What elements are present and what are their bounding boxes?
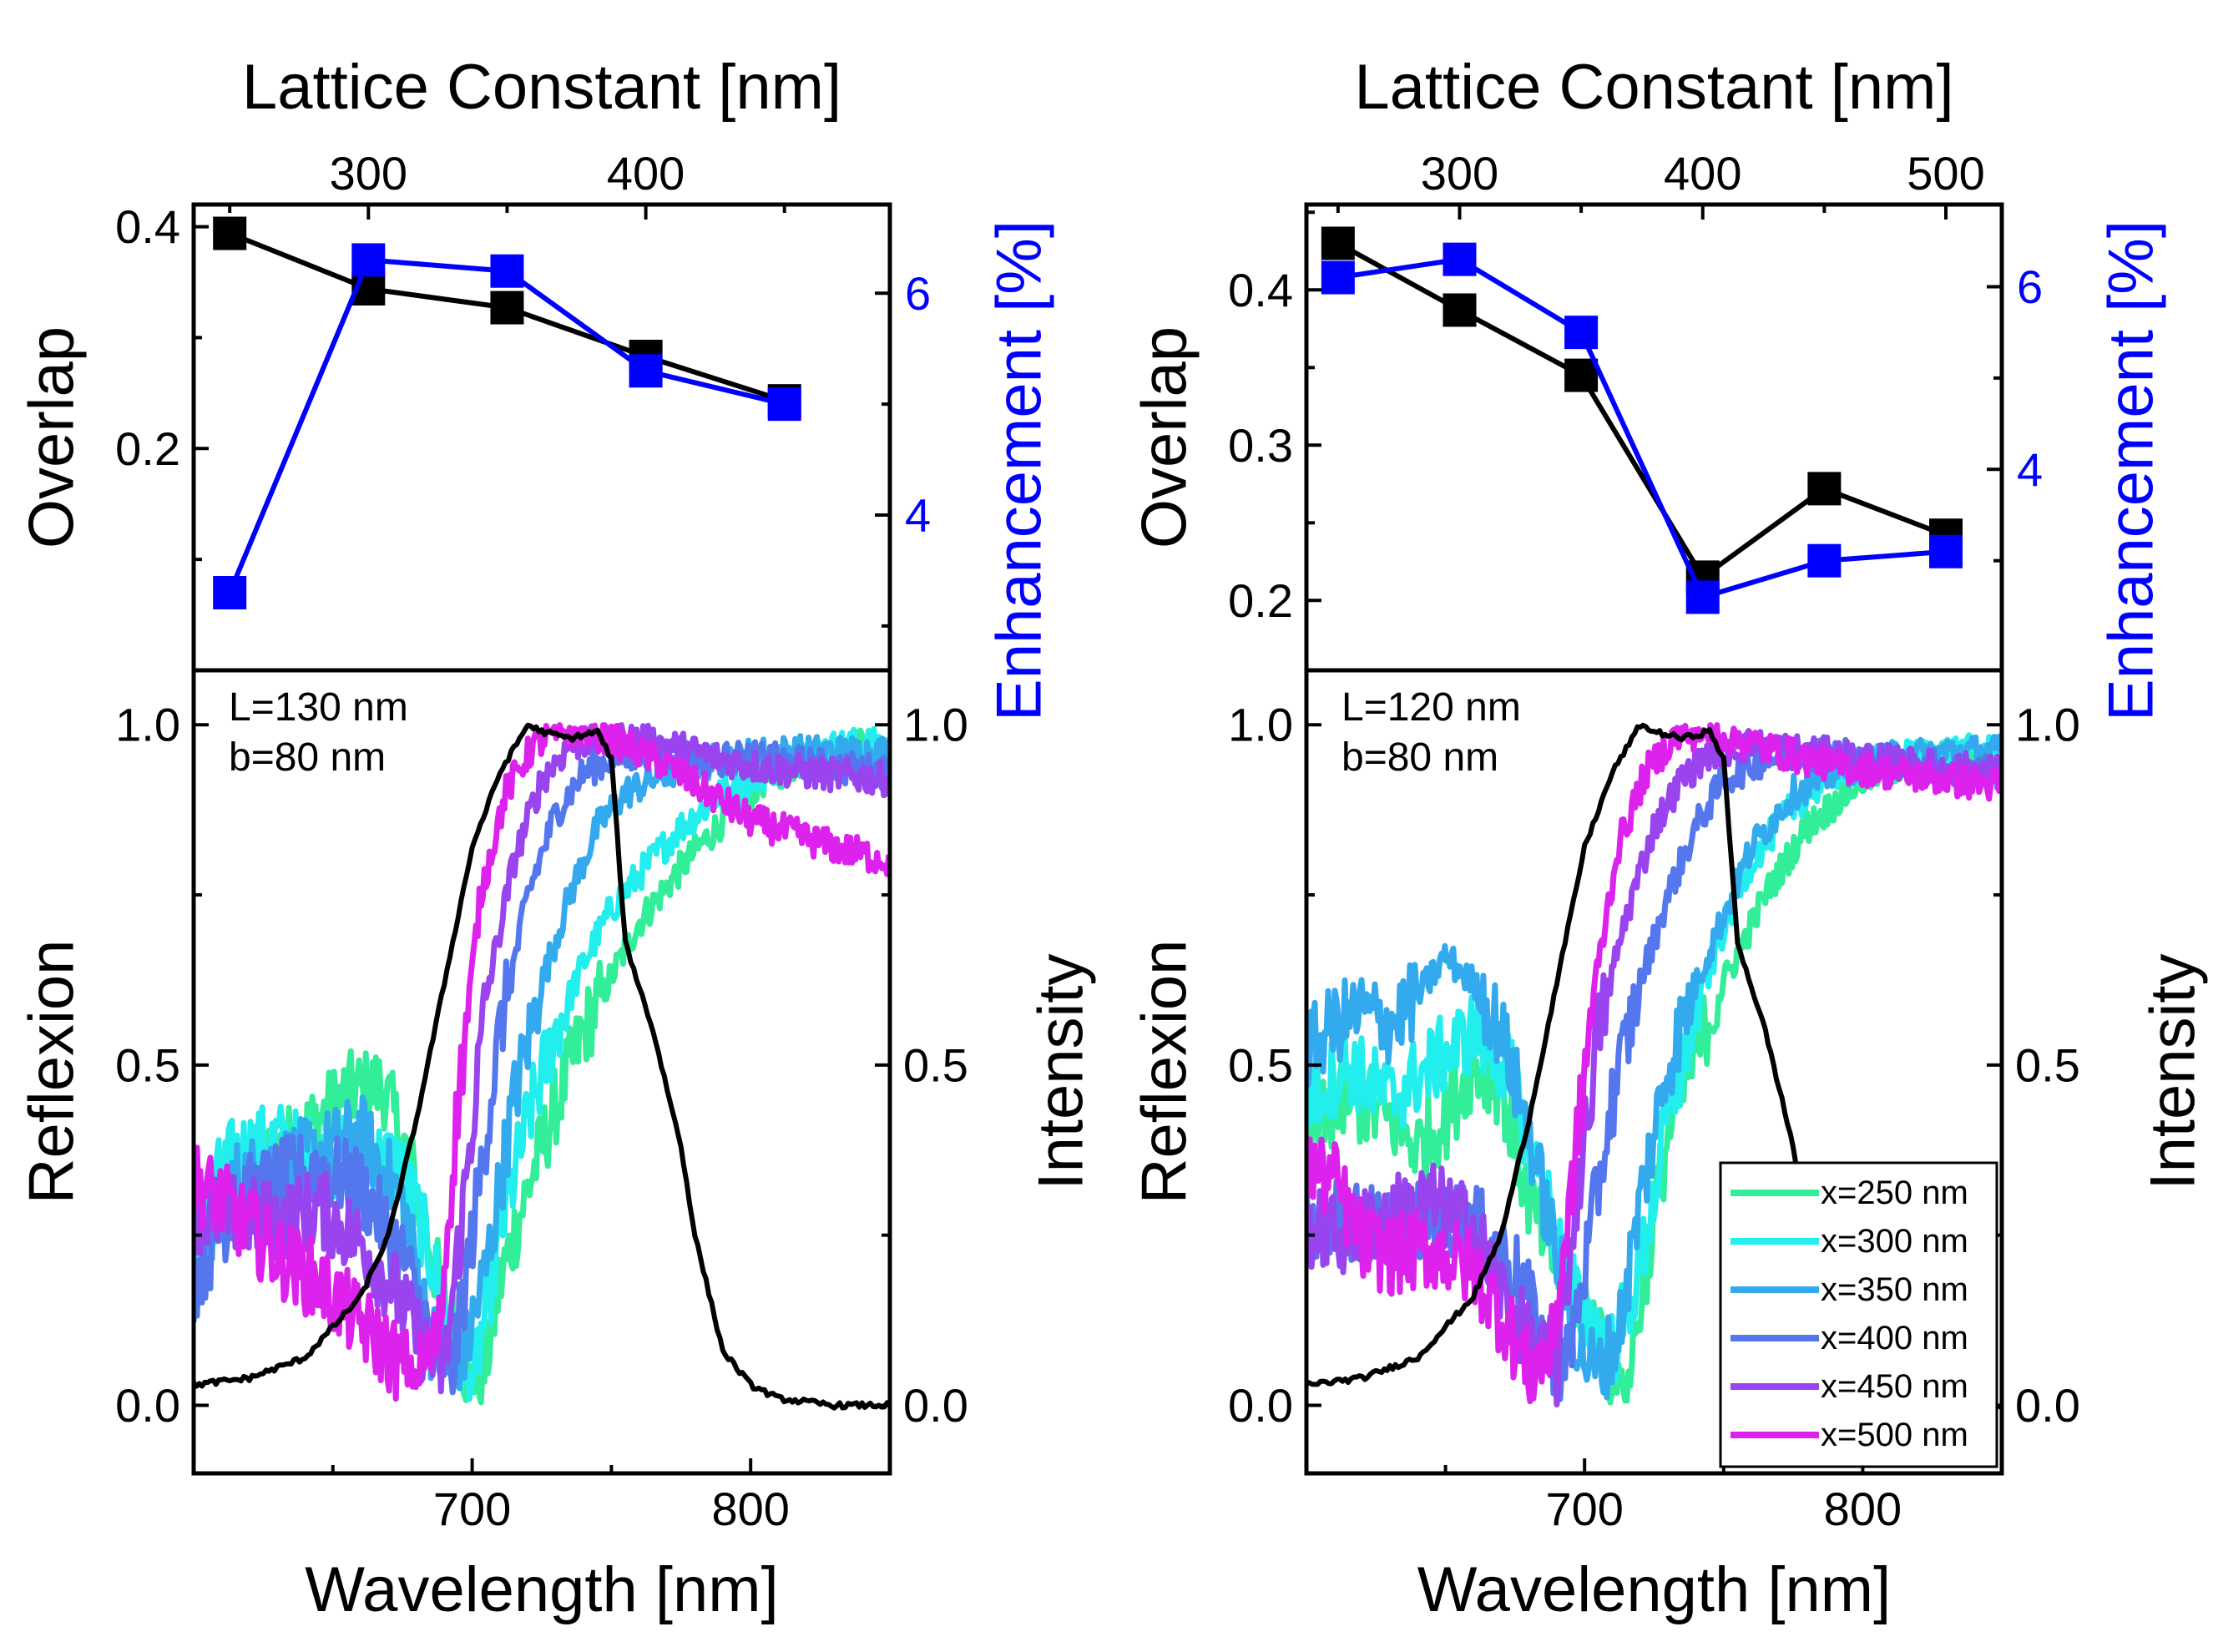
legend-label: x=400 nm [1821,1320,1968,1356]
y2-tick-label: 6 [905,267,931,320]
legend-label: x=500 nm [1821,1417,1968,1453]
data-point-enhancement [767,387,801,422]
intensity-line [194,722,890,1411]
legend: x=250 nm x=300 nm x=350 nm x=400 nm x=450 nm… [1719,1161,1998,1468]
chart-right-bottom: 700 800 0.0 0.0 0.5 0.5 1.0 1.0 Wavelength [nm] R… [1129,668,2209,1625]
y2-tick-label: 4 [2017,443,2043,496]
panel-annotation: b=80 nm [229,735,386,780]
series-line-450 [194,722,890,1395]
data-point-enhancement [1807,543,1842,578]
y2-tick-label: 0.5 [903,1038,968,1091]
data-point-overlap [213,216,247,250]
series-line-enhancement [1337,256,1947,601]
data-point-enhancement [351,243,386,277]
y-tick-label: 0.5 [1228,1038,1293,1091]
data-point-overlap [490,290,524,325]
chart-left-top: 300 400 0.2 0.4 4 6 Lattice Constant [nm] Overl… [17,52,931,673]
x-tick-label: 800 [1824,1483,1902,1535]
x-tick-label: 300 [1421,147,1498,200]
y2-axis-title: Enhancement [%] [2096,220,2167,721]
y-axis-title: Reflexion [1129,940,1200,1205]
y-tick-label: 0.4 [1228,264,1293,316]
x-tick-label: 800 [711,1483,789,1535]
x-tick-label: 400 [607,147,685,200]
x-tick-label: 700 [1545,1483,1623,1535]
data-point-overlap [1321,226,1355,260]
legend-label: x=450 nm [1821,1368,1968,1405]
y-tick-label: 0.2 [115,422,180,475]
x-axis-title: Wavelength [nm] [1417,1554,1891,1625]
chart-right-top: 300 400 500 0.2 0.3 0.4 4 6 Lattice Constant [nm… [1129,52,2043,673]
data-point-enhancement [1564,316,1599,350]
y-axis-title: Reflexion [17,940,88,1205]
y-axis-title: Overlap [17,326,88,548]
x-tick-label: 700 [433,1483,511,1535]
y-tick-label: 0.5 [115,1038,180,1091]
plot-frame [191,668,892,1476]
y2-tick-label: 6 [2017,260,2043,313]
data-point-enhancement [629,354,663,388]
y-tick-label: 0.0 [115,1379,180,1432]
x-tick-label: 500 [1907,147,1984,200]
legend-box [1719,1161,1998,1468]
y-tick-label: 0.2 [1228,574,1293,627]
y2-axis-title: Intensity [1026,953,1097,1190]
data-point-enhancement [490,254,524,288]
data-point-enhancement [213,576,247,609]
plot-area [194,722,890,1411]
y-tick-label: 0.3 [1228,419,1293,472]
y2-tick-label: 0.5 [2015,1038,2080,1091]
y2-tick-label: 1.0 [2015,699,2080,751]
panel-annotation: L=130 nm [229,685,408,730]
data-point-enhancement [1685,580,1720,614]
y-axis-title: Overlap [1129,326,1200,548]
data-point-enhancement [1442,242,1477,276]
data-point-enhancement [1929,534,1963,568]
y-tick-label: 1.0 [1228,699,1293,751]
plot-frame [191,202,892,673]
data-point-overlap [1442,293,1477,327]
legend-label: x=300 nm [1821,1223,1968,1260]
x-axis-title: Lattice Constant [nm] [1354,52,1953,123]
legend-label: x=250 nm [1821,1175,1968,1211]
x-tick-label: 400 [1664,147,1741,200]
data-point-overlap [1564,358,1599,392]
legend-label: x=350 nm [1821,1271,1968,1308]
y2-tick-label: 4 [905,489,931,542]
x-axis-title: Wavelength [nm] [305,1554,778,1625]
data-point-overlap [1807,472,1842,506]
y2-tick-label: 0.0 [903,1379,968,1432]
x-tick-label: 300 [330,147,407,200]
series-line-500 [194,722,890,1402]
y-tick-label: 0.4 [115,200,180,253]
y2-tick-label: 1.0 [903,699,968,751]
y2-tick-label: 0.0 [2015,1379,2080,1432]
series-line-overlap [1336,240,1948,581]
data-point-enhancement [1321,260,1355,295]
series-line-500 [1306,722,2002,1405]
y-tick-label: 0.0 [1228,1379,1293,1432]
x-axis-title: Lattice Constant [nm] [242,52,841,123]
chart-left-bottom: 700 800 0.0 0.0 0.5 0.5 1.0 1.0 Wavelength [nm] R… [17,668,1097,1625]
y2-axis-title: Enhancement [%] [984,220,1055,721]
y-tick-label: 1.0 [115,699,180,751]
panel-annotation: L=120 nm [1341,685,1521,730]
y2-axis-title: Intensity [2138,953,2209,1190]
plot-frame [1304,668,2004,1476]
panel-annotation: b=80 nm [1341,735,1498,780]
plot-frame [1304,202,2004,673]
